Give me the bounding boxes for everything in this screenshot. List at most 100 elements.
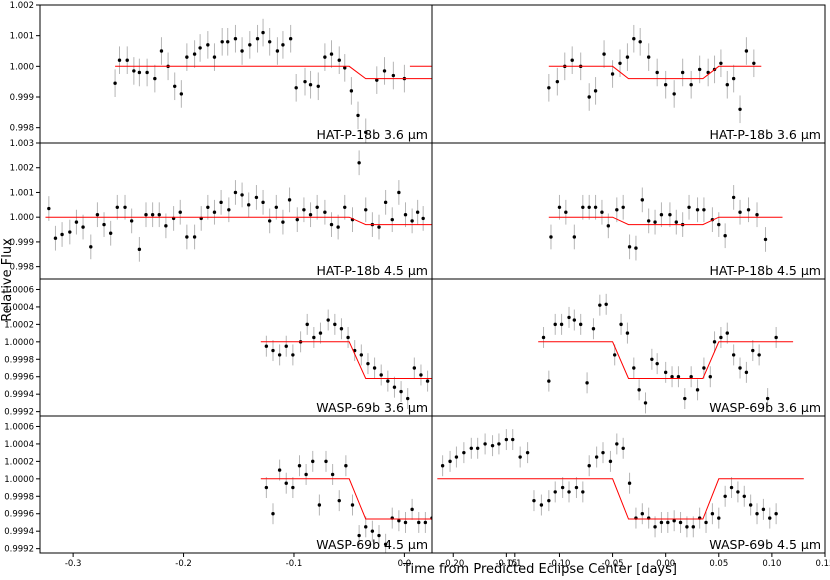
eclipse-model-line [548,65,762,80]
data-point [425,379,430,383]
data-point [525,450,530,455]
data-point [539,503,544,507]
data-point [370,529,375,533]
data-point [397,190,401,195]
data-point [483,442,487,446]
data-point [632,366,636,370]
data-point [410,507,414,512]
data-point [469,446,473,450]
data-point [490,443,495,448]
data-point [275,49,280,53]
data-point [610,72,615,76]
data-point [423,520,428,525]
data-point [357,533,361,538]
data-point [406,396,410,401]
x-tick-label: -0.10 [548,559,570,569]
data-point [192,235,197,239]
data-point [601,450,605,455]
x-tick-label: -0.15 [495,559,517,569]
data-point [736,490,740,494]
data-point [403,213,408,217]
data-point [659,520,664,525]
data-point [717,222,721,227]
panel-title: HAT-P-18b 4.5 µm [709,263,821,278]
y-tick-label: 0.9998 [4,492,34,502]
data-point [567,490,571,494]
data-point [264,485,269,490]
data-point [117,58,122,62]
data-point [567,315,571,320]
data-point [591,327,596,331]
data-point [765,396,770,401]
data-point [712,340,717,344]
data-point [308,213,313,217]
data-point [302,208,306,212]
data-point [316,84,320,88]
data-point [267,40,272,44]
data-point [674,220,678,224]
data-point [719,61,723,65]
data-point [271,348,275,353]
data-point [625,55,630,59]
x-tick-label: 0.1 [508,559,522,569]
data-point [333,322,337,327]
panel-7: WASP-69b 4.5 µm [437,429,821,552]
panel-plot-area [538,293,794,414]
data-point [336,225,340,229]
x-tick-label: 0.05 [709,559,728,569]
eclipse-model-line [115,65,432,80]
y-tick-label: 1.0004 [4,440,34,450]
data-point [153,76,157,81]
data-point [303,79,307,84]
eclipse-model-line [548,216,783,226]
y-tick-label: 1.0002 [4,320,34,330]
data-point [68,230,72,234]
data-point [159,49,164,53]
data-point [632,37,636,41]
data-point [419,373,423,377]
data-point [343,66,347,70]
data-point [555,79,560,84]
data-point [102,222,106,227]
data-point [144,213,148,217]
data-point [687,205,691,209]
data-point [731,353,736,357]
data-point [663,83,668,87]
data-point [689,83,693,87]
panel-4: WASP-69b 3.6 µm [260,309,432,415]
data-point [731,76,736,81]
y-tick-label: 0.9992 [4,408,34,418]
data-point [185,55,189,59]
y-tick-label: 0.9996 [4,510,34,520]
y-tick-label: 1.0000 [4,338,34,348]
panel-6: WASP-69b 4.5 µm [260,450,432,553]
data-point [412,366,417,370]
data-point [329,52,334,56]
data-point [653,220,657,224]
data-point [164,224,168,228]
data-point [725,83,729,87]
data-point [646,219,651,223]
data-point [308,83,313,87]
panel-plot-area [547,24,762,124]
x-tick-label: -0.3 [65,559,82,569]
data-point [638,40,642,44]
data-point [179,92,184,96]
x-tick-label: -0.20 [442,559,464,569]
x-axis-label: Time from Predicted Eclipse Center [days… [402,562,677,577]
data-point [344,464,348,468]
data-point [291,353,295,357]
data-point [248,43,252,47]
data-point [719,335,723,340]
data-point [676,375,681,379]
eclipse-model-line [260,341,432,379]
data-point [678,520,683,525]
y-tick-label: 0.9998 [4,355,34,365]
data-point [274,205,279,209]
data-point [291,485,295,490]
data-point [738,107,742,111]
data-point [113,81,117,85]
y-tick-label: 1.0000 [4,475,34,485]
data-point [640,512,645,516]
